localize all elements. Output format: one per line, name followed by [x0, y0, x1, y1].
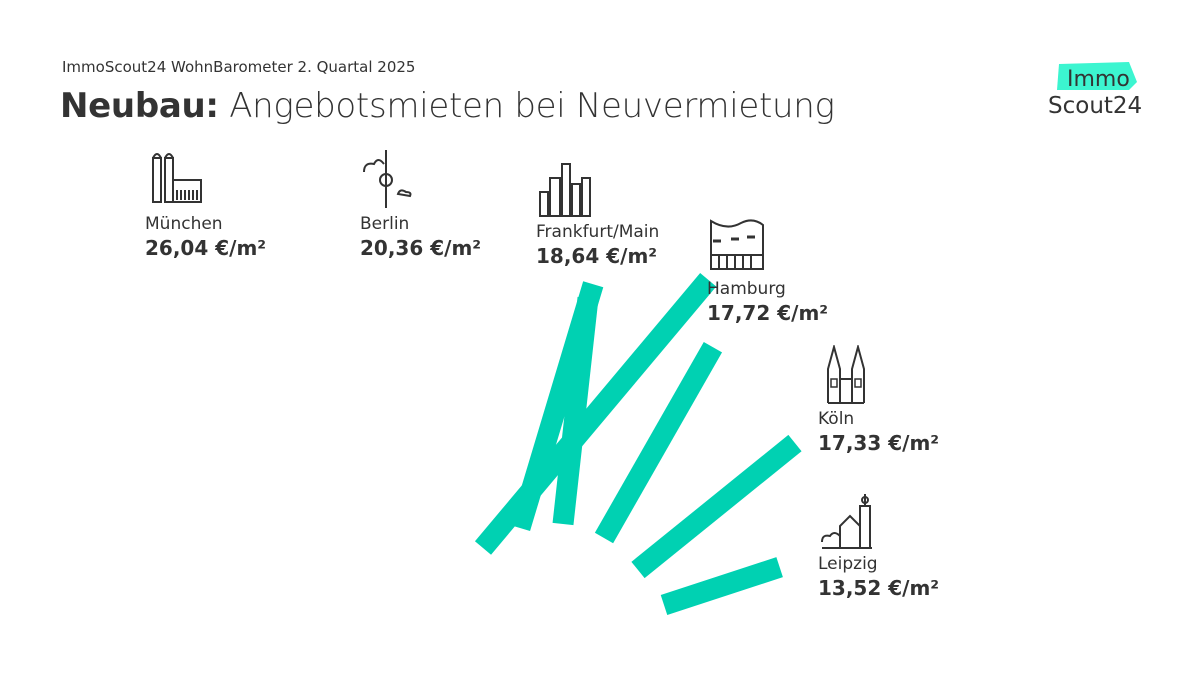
cathedral-icon — [827, 345, 865, 404]
city-name: München — [145, 214, 223, 234]
city-label: Hamburg 17,72 €/m² — [707, 215, 828, 325]
city-label: Köln 17,33 €/m² — [818, 345, 939, 455]
city-label: München 26,04 €/m² — [145, 150, 266, 260]
city-name: Hamburg — [707, 279, 786, 299]
subtitle: ImmoScout24 WohnBarometer 2. Quartal 202… — [62, 58, 416, 76]
city-value: 17,33 €/m² — [818, 431, 940, 455]
bar-hamburg — [594, 341, 723, 544]
city-value: 17,72 €/m² — [707, 301, 829, 325]
city-name: Berlin — [360, 214, 410, 234]
elbphilharmonie-icon — [710, 219, 764, 270]
tv-tower-icon — [363, 150, 412, 208]
immoscout24-logo: Immo Scout24 — [1048, 62, 1142, 119]
city-name: Köln — [818, 409, 855, 429]
city-value: 13,52 €/m² — [818, 576, 940, 600]
city-label: Berlin 20,36 €/m² — [360, 150, 481, 260]
svg-text:Immo: Immo — [1067, 67, 1130, 92]
bar-frankfurt-main — [552, 296, 599, 526]
title-bold: Neubau: — [60, 86, 219, 126]
frauenkirche-icon — [152, 153, 202, 203]
city-name: Leipzig — [818, 554, 878, 574]
title-rest: Angebotsmieten bei Neuvermietung — [218, 86, 835, 126]
city-value: 18,64 €/m² — [536, 244, 658, 268]
city-label: Leipzig 13,52 €/m² — [818, 490, 939, 600]
city-value: 26,04 €/m² — [145, 236, 267, 260]
city-name: Frankfurt/Main — [536, 222, 660, 242]
skyline-icon — [539, 163, 591, 217]
city-label: Frankfurt/Main 18,64 €/m² — [536, 158, 659, 268]
bar-köln — [631, 434, 802, 579]
svg-text:Scout24: Scout24 — [1048, 93, 1142, 119]
city-value: 20,36 €/m² — [360, 236, 482, 260]
old-town-hall-icon — [821, 494, 872, 549]
bar-leipzig — [660, 557, 783, 615]
page-title: Neubau: Angebotsmieten bei Neuvermietung — [60, 86, 835, 126]
